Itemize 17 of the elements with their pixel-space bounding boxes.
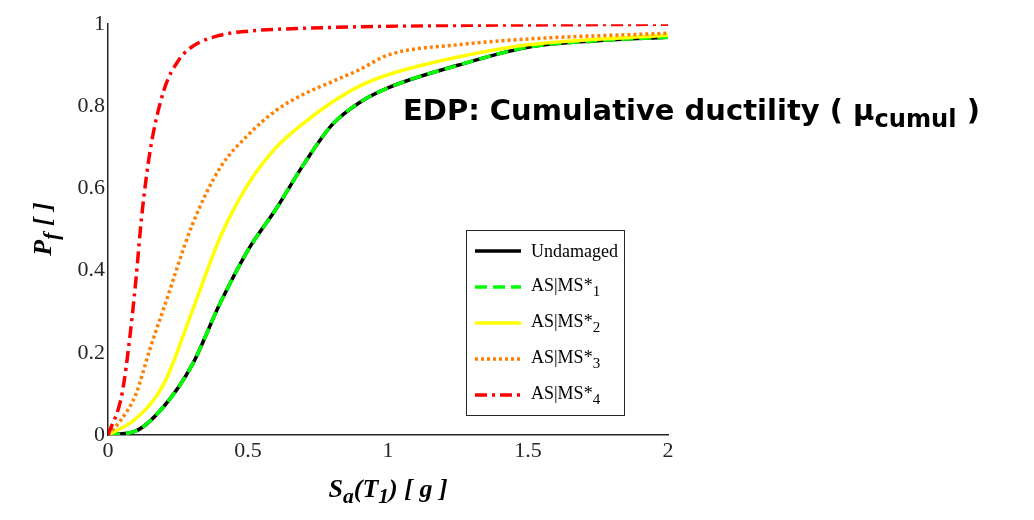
legend-label: AS|MS*$_{2}$: [531, 310, 601, 336]
y-tick-label: 0: [94, 420, 105, 446]
x-tick-label: 2: [662, 436, 674, 462]
x-tick-label: 0.5: [234, 436, 262, 462]
x-tick-label: 1.5: [514, 436, 542, 462]
x-axis-title: S$_{a}$(T$_{1}$) [ g ]: [327, 474, 449, 510]
legend-label: AS|MS*$_{3}$: [531, 346, 601, 372]
y-tick-label: 0.2: [77, 338, 105, 364]
y-tick-label: 1: [94, 9, 105, 35]
legend-label: AS|MS*$_{4}$: [531, 382, 601, 408]
text: EDP: Cumulative ductility ( μ$_{cumul}$ ): [403, 93, 980, 133]
legend-label: AS|MS*$_{1}$: [531, 274, 601, 300]
legend-label: Undamaged: [531, 240, 618, 262]
y-tick-label: 0.4: [77, 256, 105, 282]
x-tick-label: 1: [382, 436, 394, 462]
y-tick-label: 0.6: [77, 174, 105, 200]
y-tick-label: 0.8: [77, 92, 105, 118]
